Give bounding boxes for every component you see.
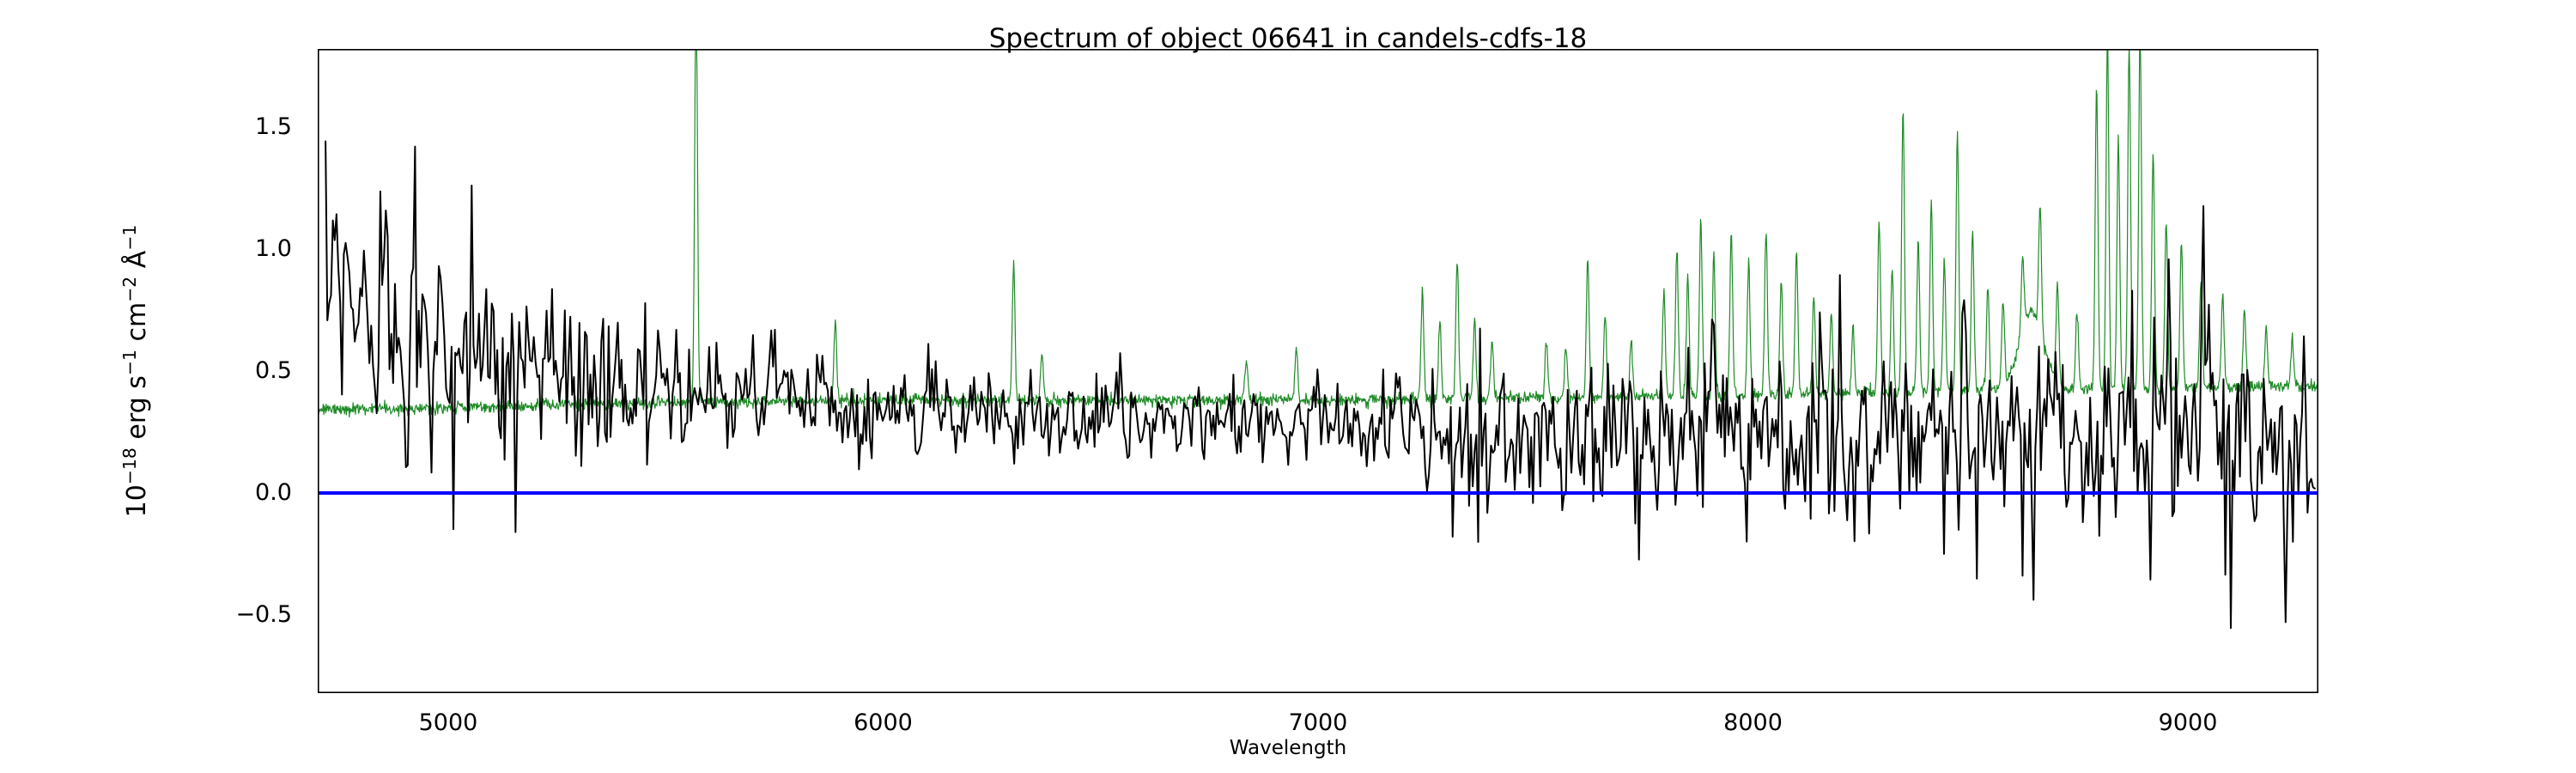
series-sky-model: [318, 49, 2318, 418]
x-tick-label: 5000: [418, 709, 478, 736]
plot-canvas: [318, 49, 2318, 693]
y-tick-label: 0.0: [255, 479, 292, 507]
y-axis-label-exp2: −1: [119, 350, 140, 376]
y-axis-label-unit1: erg s: [122, 375, 152, 448]
y-tick-label: 1.0: [255, 234, 292, 262]
plot-axes: [318, 49, 2318, 693]
sky-model-line: [318, 49, 2318, 418]
series-observed-spectrum: [325, 140, 2316, 630]
y-tick-label: 0.5: [255, 357, 292, 384]
x-tick-label: 6000: [854, 709, 913, 736]
y-axis-label-unit2: cm: [122, 301, 152, 350]
y-tick-label: 1.5: [255, 113, 292, 140]
x-tick-label: 7000: [1288, 709, 1348, 736]
y-axis-label-mantissa: 10: [122, 484, 152, 518]
y-axis-label-exp3: −2: [119, 276, 140, 302]
y-tick-label: −0.5: [235, 601, 292, 629]
y-axis-label-exp4: −1: [119, 224, 140, 251]
x-tick-label: 8000: [1723, 709, 1783, 736]
y-axis-label-unit3: Å: [122, 250, 152, 277]
y-axis-label-exp1: −18: [119, 447, 140, 485]
x-axis-label: Wavelength: [1229, 737, 1347, 759]
y-axis-label: 10−18 erg s−1 cm−2 Å−1: [119, 224, 153, 518]
observed-spectrum-line: [325, 140, 2316, 630]
x-tick-label: 9000: [2158, 709, 2218, 736]
